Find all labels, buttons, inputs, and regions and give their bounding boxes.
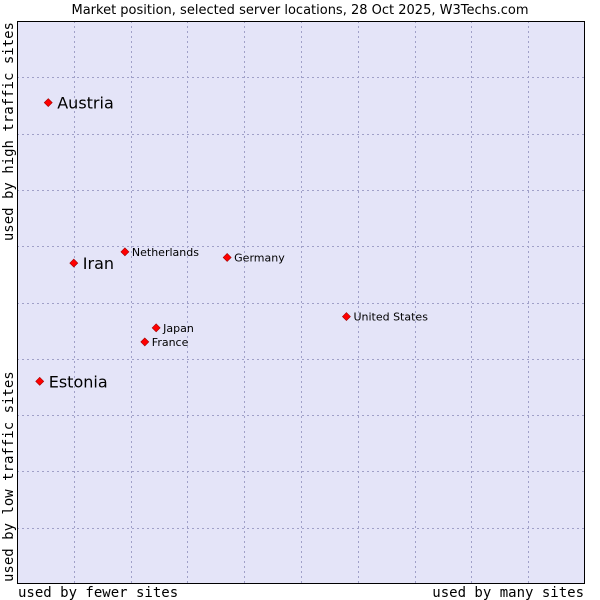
point-label: United States xyxy=(353,311,428,324)
gridlines xyxy=(17,21,585,584)
point-label: France xyxy=(152,336,189,349)
y-axis-label-bottom: used by low traffic sites xyxy=(1,371,17,582)
point-united-states: United States xyxy=(342,311,428,324)
data-points: Austria Iran Estonia Netherlands Germany Unit… xyxy=(35,94,428,391)
point-japan: Japan xyxy=(151,322,194,335)
point-marker xyxy=(43,98,53,108)
plot-frame xyxy=(17,21,585,584)
point-france: France xyxy=(140,336,189,349)
point-austria: Austria xyxy=(43,94,114,113)
chart-title: Market position, selected server locatio… xyxy=(71,3,528,18)
point-estonia: Estonia xyxy=(35,372,108,391)
point-label: Netherlands xyxy=(132,246,199,259)
y-axis-label-top: used by high traffic sites xyxy=(1,22,17,241)
point-netherlands: Netherlands xyxy=(120,246,199,259)
point-marker xyxy=(342,312,351,321)
point-label: Estonia xyxy=(49,372,108,391)
x-axis-label-right: used by many sites xyxy=(432,585,584,600)
point-marker xyxy=(222,253,232,262)
point-germany: Germany xyxy=(222,251,285,264)
x-axis-label-left: used by fewer sites xyxy=(18,585,178,600)
point-label: Austria xyxy=(57,94,114,113)
point-label: Iran xyxy=(83,254,114,273)
point-marker xyxy=(35,376,45,386)
point-iran: Iran xyxy=(69,254,114,273)
point-marker xyxy=(151,323,161,333)
point-label: Japan xyxy=(162,322,194,335)
point-label: Germany xyxy=(234,251,285,264)
point-marker xyxy=(140,337,150,347)
point-marker xyxy=(69,258,79,268)
point-marker xyxy=(120,247,130,257)
